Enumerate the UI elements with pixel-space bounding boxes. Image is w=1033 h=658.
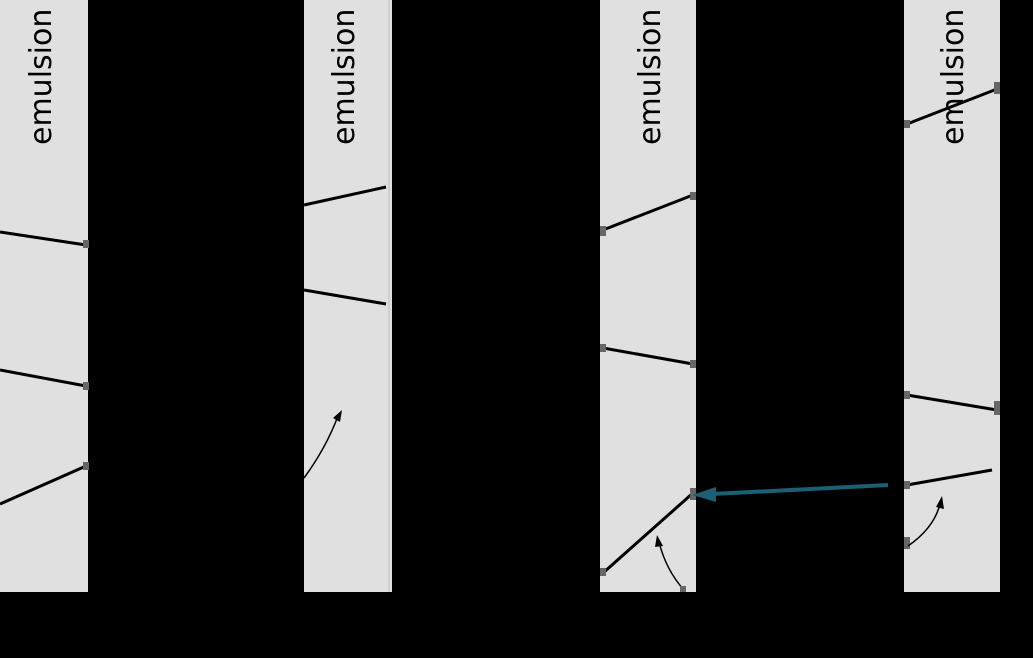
track-end-marker (600, 344, 606, 352)
strip-1-tracks (0, 230, 87, 506)
track-end-marker (904, 391, 910, 399)
track-end-marker (994, 401, 1000, 415)
strip-4-label: emulsion (936, 9, 971, 145)
strip-4-tracks (906, 87, 998, 487)
track-end-marker (690, 360, 696, 368)
track-end-marker (904, 537, 910, 549)
strip-4-arrow (907, 496, 944, 547)
strip-1-label: emulsion (24, 9, 59, 145)
strip-3-tracks (602, 193, 694, 575)
strip-3-arrow (655, 535, 686, 592)
strip-3-markers (600, 192, 696, 576)
arrowhead (692, 487, 716, 502)
track-segment (0, 368, 87, 388)
emulsion-strip-3 (600, 0, 696, 592)
track-end-marker (690, 488, 696, 500)
highlight-arrow (692, 483, 889, 502)
track-end-marker (83, 462, 89, 470)
strip-2-arrow (303, 410, 342, 479)
track-segment (602, 193, 694, 232)
strip-1-markers (83, 240, 89, 470)
track-end-marker (904, 120, 910, 128)
strip-2-tracks (303, 185, 387, 306)
track-end-marker (994, 82, 1000, 94)
emulsion-strip-1 (0, 0, 88, 592)
track-segment (0, 230, 87, 247)
track-segment (906, 468, 993, 487)
track-end-marker (690, 192, 696, 200)
track-segment (0, 464, 87, 506)
track-end-marker (600, 226, 606, 236)
strip-4-markers (904, 82, 1000, 549)
arrowhead (655, 535, 663, 547)
track-end-marker (680, 586, 686, 592)
emulsion-strip-4 (904, 0, 1000, 592)
track-segment (602, 491, 694, 575)
strip-2-label: emulsion (327, 9, 362, 145)
track-segment (906, 393, 998, 412)
track-end-marker (600, 568, 606, 576)
strip-3-label: emulsion (633, 9, 668, 145)
track-end-marker (83, 382, 89, 390)
track-end-marker (83, 240, 89, 248)
track-segment (602, 346, 694, 366)
track-segment (303, 288, 387, 306)
track-segment (303, 185, 387, 207)
arrowhead (333, 410, 342, 422)
arrowhead (936, 496, 944, 509)
track-end-marker (904, 481, 910, 489)
track-segment (906, 87, 998, 126)
